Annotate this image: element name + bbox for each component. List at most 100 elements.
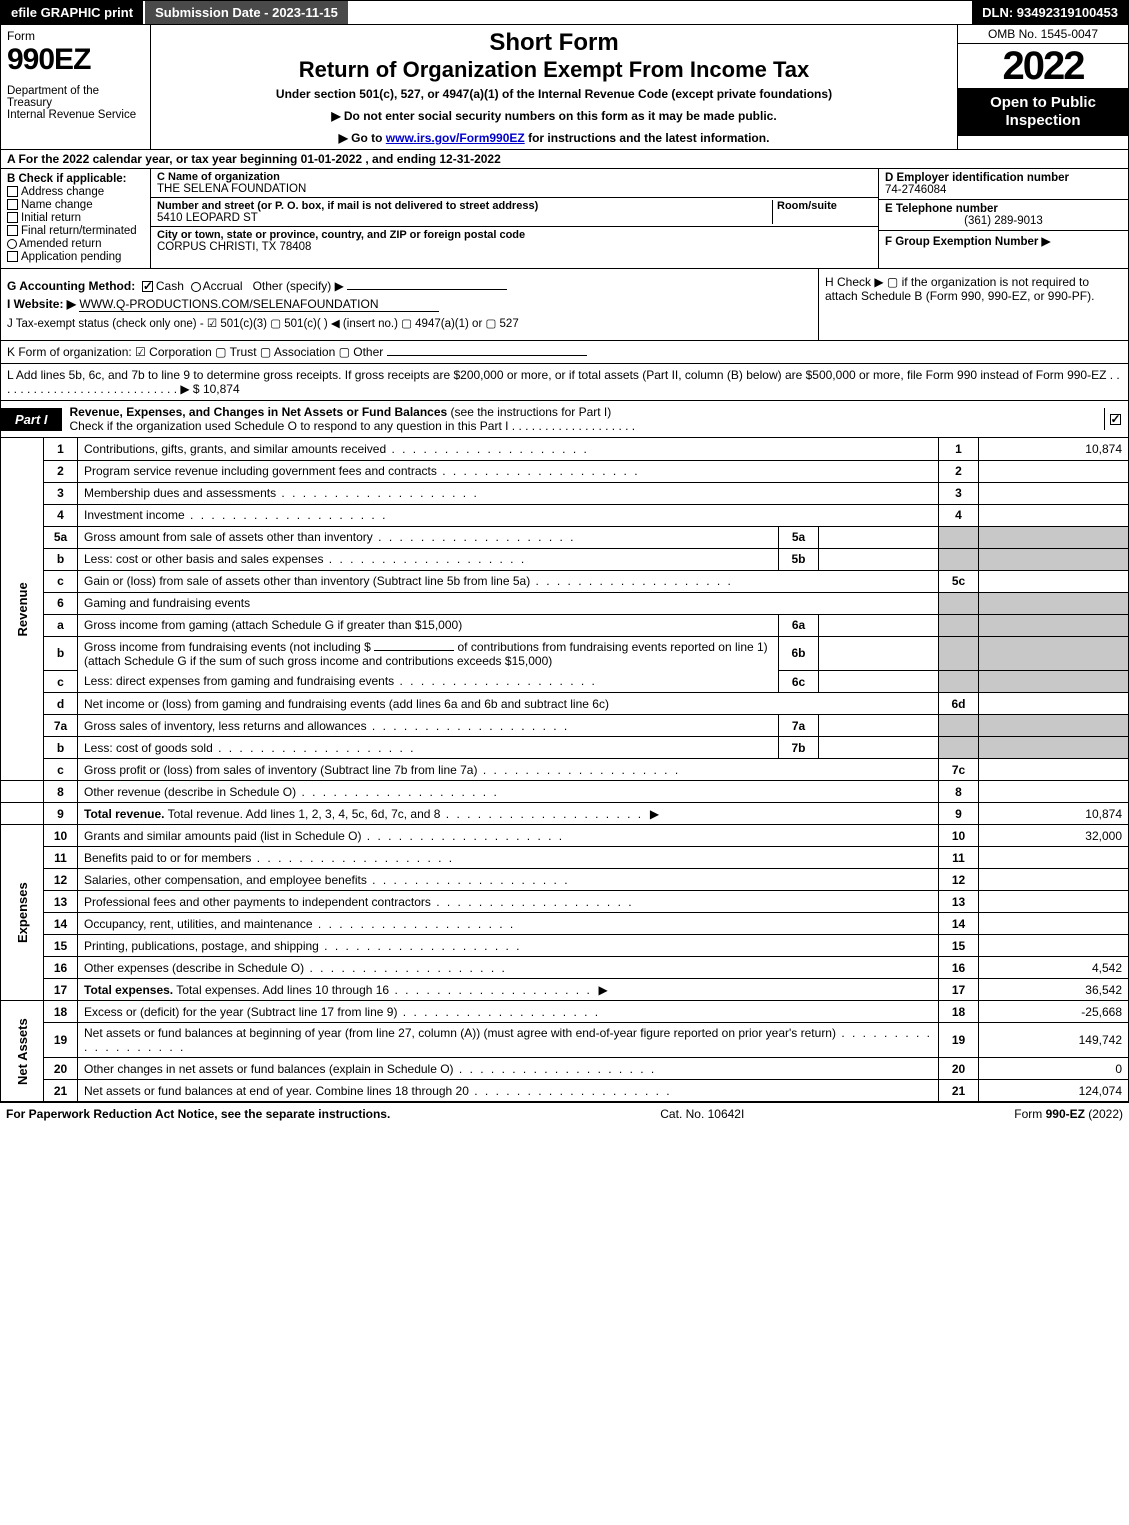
d-lbl: D Employer identification number (885, 172, 1069, 184)
l4-rv (979, 504, 1129, 526)
l5b-num: b (44, 548, 78, 570)
part1-header: Part I Revenue, Expenses, and Changes in… (0, 401, 1129, 438)
l14-rn: 14 (939, 913, 979, 935)
ghij-left: G Accounting Method: Cash Accrual Other … (1, 269, 818, 340)
g-cash-check[interactable] (142, 281, 153, 292)
l18-rn: 18 (939, 1001, 979, 1023)
l1-rv: 10,874 (979, 438, 1129, 460)
part1-check[interactable] (1104, 408, 1128, 430)
lines-table: Revenue 1 Contributions, gifts, grants, … (0, 438, 1129, 1102)
line-3: 3 Membership dues and assessments 3 (1, 482, 1129, 504)
l6a-rv-grey (979, 614, 1129, 636)
l15-desc: Printing, publications, postage, and shi… (84, 939, 522, 953)
l6b-blank[interactable] (374, 650, 454, 651)
chk-final-return[interactable]: Final return/terminated (7, 225, 144, 237)
l5c-rn: 5c (939, 570, 979, 592)
g-accrual-check[interactable] (191, 282, 201, 292)
col-b: B Check if applicable: Address change Na… (1, 169, 151, 268)
l13-rv (979, 891, 1129, 913)
chk-initial-return[interactable]: Initial return (7, 212, 144, 224)
side-net-assets: Net Assets (1, 1001, 44, 1102)
line-6b: b Gross income from fundraising events (… (1, 636, 1129, 671)
header-right: OMB No. 1545-0047 2022 Open to Public In… (958, 25, 1128, 149)
l16-num: 16 (44, 957, 78, 979)
l14-desc: Occupancy, rent, utilities, and maintena… (84, 917, 515, 931)
e-phone-row: E Telephone number (361) 289-9013 (879, 200, 1128, 231)
l6c-sv (819, 671, 939, 693)
top-bar-left: efile GRAPHIC print Submission Date - 20… (1, 1, 350, 24)
l5b-rn-grey (939, 548, 979, 570)
submission-date-button[interactable]: Submission Date - 2023-11-15 (145, 1, 350, 24)
l9-rn: 9 (939, 803, 979, 825)
part1-sub: Check if the organization used Schedule … (70, 419, 636, 433)
l17-rn: 17 (939, 979, 979, 1001)
goto-pre: ▶ Go to (339, 131, 386, 145)
l6a-desc: Gross income from gaming (attach Schedul… (78, 614, 779, 636)
l21-desc: Net assets or fund balances at end of ye… (84, 1084, 672, 1098)
l18-num: 18 (44, 1001, 78, 1023)
efile-print-button[interactable]: efile GRAPHIC print (1, 1, 145, 24)
l5c-rv (979, 570, 1129, 592)
chk-name-change[interactable]: Name change (7, 199, 144, 211)
org-city: CORPUS CHRISTI, TX 78408 (157, 241, 311, 253)
l5a-rn-grey (939, 526, 979, 548)
l7b-sn: 7b (779, 737, 819, 759)
l7a-sv (819, 715, 939, 737)
l-value: 10,874 (203, 382, 240, 396)
l15-rn: 15 (939, 935, 979, 957)
chk-address-change[interactable]: Address change (7, 186, 144, 198)
line-19: 19 Net assets or fund balances at beginn… (1, 1023, 1129, 1058)
goto-note: ▶ Go to www.irs.gov/Form990EZ for instru… (159, 131, 949, 145)
irs-link[interactable]: www.irs.gov/Form990EZ (386, 131, 525, 145)
website-value: WWW.Q-PRODUCTIONS.COM/SELENAFOUNDATION (79, 297, 439, 312)
l1-desc: Contributions, gifts, grants, and simila… (84, 442, 589, 456)
ssn-note: ▶ Do not enter social security numbers o… (159, 109, 949, 123)
chk-amended-return[interactable]: Amended return (7, 238, 144, 250)
g-other-input[interactable] (347, 289, 507, 290)
l6a-sv (819, 614, 939, 636)
l6b-rn-grey (939, 636, 979, 671)
l7a-rv-grey (979, 715, 1129, 737)
l7c-desc: Gross profit or (loss) from sales of inv… (84, 763, 680, 777)
g-other-label: Other (specify) ▶ (253, 279, 344, 293)
row-l: L Add lines 5b, 6c, and 7b to line 9 to … (0, 364, 1129, 401)
l9-rv: 10,874 (979, 803, 1129, 825)
l11-desc: Benefits paid to or for members (84, 851, 454, 865)
g-cash-label: Cash (156, 279, 184, 293)
l6c-rv-grey (979, 671, 1129, 693)
l-text: L Add lines 5b, 6c, and 7b to line 9 to … (7, 368, 1120, 396)
l12-num: 12 (44, 869, 78, 891)
chk-application-pending[interactable]: Application pending (7, 251, 144, 263)
l21-rn: 21 (939, 1080, 979, 1102)
row-a-tax-year: A For the 2022 calendar year, or tax yea… (0, 150, 1129, 169)
l15-rv (979, 935, 1129, 957)
b-label: B Check if applicable: (7, 173, 144, 185)
l15-num: 15 (44, 935, 78, 957)
l20-num: 20 (44, 1058, 78, 1080)
chk-address-change-label: Address change (21, 186, 104, 198)
line-7b: b Less: cost of goods sold 7b (1, 737, 1129, 759)
l10-rn: 10 (939, 825, 979, 847)
l7c-rv (979, 759, 1129, 781)
short-form-title: Short Form (159, 29, 949, 57)
l6c-sn: 6c (779, 671, 819, 693)
k-other-input[interactable] (387, 355, 587, 356)
l21-num: 21 (44, 1080, 78, 1102)
l6d-desc: Net income or (loss) from gaming and fun… (78, 693, 939, 715)
l7b-rv-grey (979, 737, 1129, 759)
header-left: Form 990EZ Department of the Treasury In… (1, 25, 151, 149)
l9-desc: Total revenue. Add lines 1, 2, 3, 4, 5c,… (168, 807, 644, 821)
line-15: 15 Printing, publications, postage, and … (1, 935, 1129, 957)
side-revenue: Revenue (1, 438, 44, 781)
l4-rn: 4 (939, 504, 979, 526)
l2-num: 2 (44, 460, 78, 482)
l20-rn: 20 (939, 1058, 979, 1080)
part1-tab: Part I (1, 408, 62, 431)
c-street-row: Number and street (or P. O. box, if mail… (151, 198, 878, 227)
d-ein-row: D Employer identification number 74-2746… (879, 169, 1128, 200)
org-name: THE SELENA FOUNDATION (157, 183, 306, 195)
line-7a: 7a Gross sales of inventory, less return… (1, 715, 1129, 737)
c-city-lbl: City or town, state or province, country… (157, 229, 525, 241)
l9-num: 9 (44, 803, 78, 825)
chk-application-pending-label: Application pending (21, 251, 121, 263)
